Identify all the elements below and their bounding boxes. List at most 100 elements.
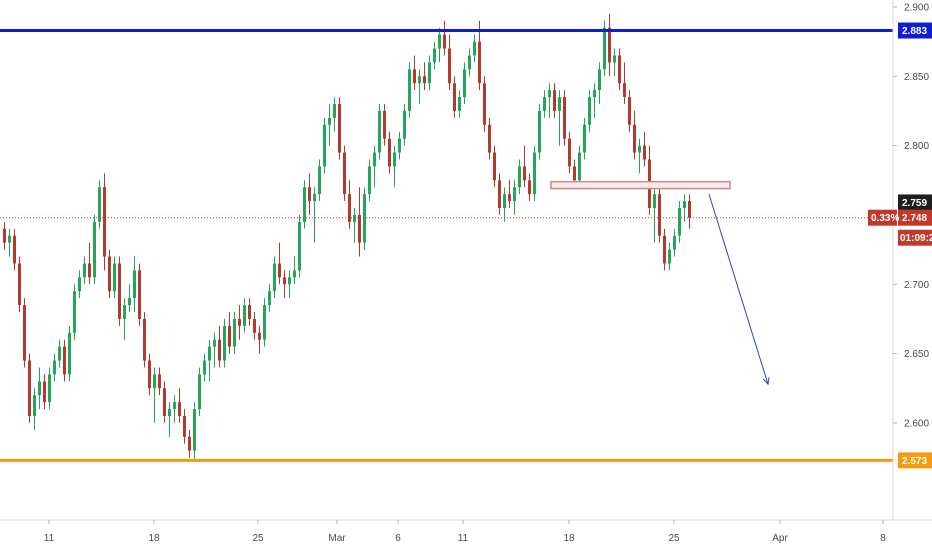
candle-body bbox=[293, 270, 296, 278]
x-tick-label: 6 bbox=[395, 533, 401, 544]
candle-body bbox=[33, 395, 36, 416]
y-tick-label: 2.850 bbox=[904, 72, 929, 83]
candle-body bbox=[513, 187, 516, 202]
candle-body bbox=[688, 201, 691, 218]
candle-body bbox=[123, 305, 126, 319]
candle-body bbox=[138, 270, 141, 319]
candle-body bbox=[183, 416, 186, 437]
candle-body bbox=[378, 110, 381, 153]
candle-body bbox=[528, 180, 531, 195]
candle-body bbox=[573, 166, 576, 181]
candle-body bbox=[163, 388, 166, 416]
projection-arrowhead bbox=[762, 377, 770, 386]
x-tick-label: 18 bbox=[563, 533, 575, 544]
candle-body bbox=[488, 124, 491, 153]
candle-body bbox=[593, 90, 596, 98]
x-tick-label: 25 bbox=[252, 533, 264, 544]
candle-body bbox=[478, 41, 481, 84]
candle-body bbox=[683, 201, 686, 208]
candle-body bbox=[558, 97, 561, 111]
candle-body bbox=[313, 194, 316, 202]
candle-body bbox=[433, 48, 436, 63]
candle-body bbox=[503, 194, 506, 208]
candle-body bbox=[428, 62, 431, 84]
candle-body bbox=[418, 76, 421, 84]
candle-body bbox=[353, 214, 356, 222]
candle-body bbox=[493, 152, 496, 181]
candle-body bbox=[463, 69, 466, 98]
candle-body bbox=[348, 194, 351, 222]
candle-body bbox=[483, 83, 486, 125]
candle-body bbox=[438, 34, 441, 49]
time-axis[interactable]: 11 18 25 Mar 6 11 18 25 Apr 8 bbox=[44, 520, 886, 544]
countdown-tag-label: 01:09:24 bbox=[900, 233, 932, 244]
candle-body bbox=[118, 263, 121, 319]
candle-body bbox=[453, 83, 456, 111]
candle-body bbox=[148, 360, 151, 389]
candle-body bbox=[108, 256, 111, 292]
candle-body bbox=[143, 318, 146, 361]
candle-body bbox=[168, 409, 171, 416]
candle-body bbox=[408, 69, 411, 111]
candle-body bbox=[203, 360, 206, 375]
resistance-price-tag-bg bbox=[898, 22, 932, 39]
change-tag-bg bbox=[868, 209, 897, 226]
candle-body bbox=[643, 145, 646, 160]
annotation-layer bbox=[0, 29, 893, 462]
candle-body bbox=[8, 235, 11, 243]
candle-body bbox=[238, 318, 241, 326]
candle-body bbox=[233, 318, 236, 347]
candle-body bbox=[243, 305, 246, 326]
candle-body bbox=[173, 402, 176, 410]
candle-body bbox=[423, 76, 426, 84]
candle-body bbox=[658, 194, 661, 236]
candle-body bbox=[553, 90, 556, 111]
candle-body bbox=[128, 298, 131, 306]
candle-body bbox=[298, 221, 301, 271]
candle-body bbox=[343, 152, 346, 195]
candle-body bbox=[443, 34, 446, 49]
y-tick-label: 2.650 bbox=[904, 349, 929, 360]
candle-body bbox=[193, 409, 196, 451]
candle-body bbox=[508, 194, 511, 202]
candle-body bbox=[228, 325, 231, 347]
candle-body bbox=[188, 436, 191, 451]
x-tick-label: 18 bbox=[148, 533, 160, 544]
price-axis[interactable]: 2.900 2.850 2.800 2.700 2.650 2.600 2.883 2.573… bbox=[868, 2, 932, 469]
candle-body bbox=[328, 117, 331, 125]
candle-body bbox=[613, 55, 616, 63]
resistance-zone-box bbox=[550, 180, 731, 190]
candle-body bbox=[18, 263, 21, 306]
x-tick-label: 11 bbox=[458, 533, 469, 544]
candle-body bbox=[318, 166, 321, 195]
candle-body bbox=[543, 97, 546, 111]
candle-body bbox=[608, 27, 611, 63]
x-tick-label: Apr bbox=[772, 533, 788, 544]
candle-body bbox=[383, 110, 386, 139]
candle-body bbox=[198, 374, 201, 410]
projection-arrow-line bbox=[708, 193, 769, 385]
candle-body bbox=[498, 180, 501, 208]
candle-body bbox=[53, 360, 56, 375]
x-tick-label: Mar bbox=[328, 533, 346, 544]
candle-body bbox=[623, 83, 626, 98]
prior-price-tag-bg bbox=[898, 194, 932, 211]
candle-body bbox=[568, 138, 571, 167]
candle-body bbox=[68, 332, 71, 375]
candle-body bbox=[218, 339, 221, 361]
candle-body bbox=[13, 235, 16, 264]
candle-body bbox=[398, 138, 401, 153]
candle-body bbox=[133, 270, 136, 299]
candle-body bbox=[563, 97, 566, 139]
candle-body bbox=[38, 381, 41, 396]
x-tick-label: 25 bbox=[668, 533, 680, 544]
candle-body bbox=[213, 339, 216, 347]
candle-body bbox=[73, 291, 76, 333]
candle-body bbox=[578, 152, 581, 181]
candle-body bbox=[633, 124, 636, 153]
candle-body bbox=[223, 325, 226, 361]
candle-body bbox=[638, 145, 641, 153]
resistance-price-tag-label: 2.883 bbox=[902, 26, 927, 37]
candle-body bbox=[358, 214, 361, 243]
